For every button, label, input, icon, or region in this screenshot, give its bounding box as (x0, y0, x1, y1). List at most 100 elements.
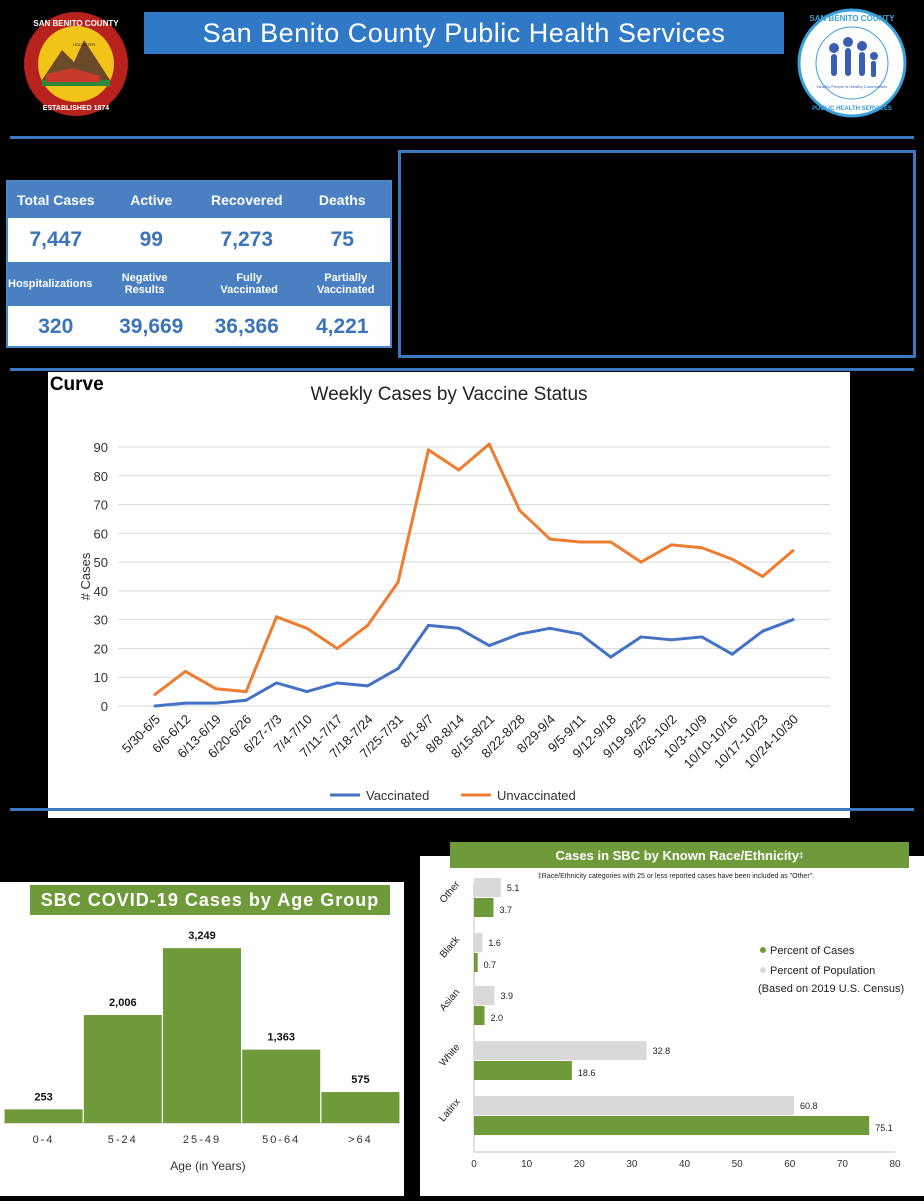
y-tick-label: 40 (94, 584, 108, 599)
svg-text:SAN BENITO COUNTY: SAN BENITO COUNTY (33, 19, 119, 28)
svg-text:Healthy People in Healthy Comm: Healthy People in Healthy Communities (817, 84, 887, 89)
cases-value-label: 0.7 (484, 960, 497, 970)
data-point (426, 448, 430, 452)
data-point (275, 681, 279, 685)
deaths-value: 75 (330, 228, 354, 251)
category-label: White (438, 1042, 463, 1069)
data-point (275, 615, 279, 619)
race-chart-title-marker: ‡ (799, 850, 804, 860)
data-point (214, 701, 218, 705)
data-point (305, 626, 309, 630)
race-chart-panel: ‡Race/Ethnicity categories with 25 or le… (420, 856, 924, 1196)
data-point (183, 701, 187, 705)
legend-swatch (760, 947, 766, 953)
x-tick-label: 25-49 (183, 1134, 221, 1146)
population-value-label: 3.9 (501, 991, 514, 1001)
partially-vaccinated-value: 4,221 (315, 315, 369, 338)
data-point (457, 468, 461, 472)
total-cases-value: 7,447 (29, 228, 83, 251)
y-tick-label: 20 (94, 641, 108, 656)
category-label: Latinx (437, 1097, 463, 1125)
legend-label: Unvaccinated (497, 788, 576, 803)
cases-value-label: 18.6 (578, 1068, 596, 1078)
data-point (244, 690, 248, 694)
age-group-bar-chart: 253 0-4 2,006 5-24 3,249 25-49 1,363 50-64 575 >6… (4, 930, 400, 1173)
population-value-label: 5.1 (507, 883, 520, 893)
case-summary-table: Total Cases Active Recovered Deaths 7,44… (6, 180, 392, 348)
x-tick-label: 0 (471, 1159, 477, 1170)
bar-value-label: 3,249 (188, 930, 216, 942)
summary-header-row: Total Cases Active Recovered Deaths (8, 182, 390, 218)
y-tick-label: 90 (94, 440, 108, 455)
y-axis-label: # Cases (78, 552, 93, 600)
bar-value-label: 1,363 (267, 1032, 295, 1044)
page-title: San Benito County Public Health Services (144, 12, 784, 54)
chart-footnote: ‡Race/Ethnicity categories with 25 or le… (538, 873, 814, 880)
x-axis-label: Age (in Years) (170, 1159, 245, 1173)
x-tick-label: 20 (574, 1159, 586, 1170)
data-point (700, 635, 704, 639)
race-chart-title: Cases in SBC by Known Race/Ethnicity ‡ (450, 842, 909, 868)
x-tick-label: 40 (679, 1159, 691, 1170)
y-tick-label: 0 (101, 699, 108, 714)
data-point (791, 549, 795, 553)
hospitalizations-value: 320 (38, 315, 74, 338)
divider (10, 136, 914, 139)
data-point (214, 687, 218, 691)
category-label: Other (438, 879, 463, 906)
svg-text:HOLLISTER: HOLLISTER (73, 42, 95, 47)
category-label: Asian (438, 987, 463, 1013)
public-health-services-logo: SAN BENITO COUNTY PUBLIC HEALTH SERVICES… (797, 8, 907, 118)
fully-vaccinated-label: Fully Vaccinated (220, 272, 278, 296)
x-tick-label: 60 (784, 1159, 796, 1170)
population-bar (474, 1041, 647, 1060)
legend-label: Vaccinated (366, 788, 429, 803)
data-point (639, 635, 643, 639)
data-point (730, 652, 734, 656)
data-point (183, 669, 187, 673)
cases-bar (474, 1061, 572, 1080)
data-point (487, 644, 491, 648)
negative-results-label: Negative Results (121, 272, 168, 296)
age-chart-panel: 253 0-4 2,006 5-24 3,249 25-49 1,363 50-64 575 >6… (0, 882, 404, 1196)
data-point (548, 537, 552, 541)
legend-note: (Based on 2019 U.S. Census) (758, 983, 904, 995)
data-point (396, 580, 400, 584)
x-tick-label: 50-64 (262, 1134, 300, 1146)
race-ethnicity-bar-chart: ‡Race/Ethnicity categories with 25 or le… (437, 873, 904, 1170)
y-tick-label: 30 (94, 613, 108, 628)
divider (10, 368, 914, 371)
age-bar (4, 1109, 83, 1123)
data-point (335, 681, 339, 685)
category-label: Black (438, 934, 463, 961)
bar-value-label: 2,006 (109, 997, 137, 1009)
fully-vaccinated-value: 36,366 (214, 315, 279, 338)
race-chart-title-text: Cases in SBC by Known Race/Ethnicity (555, 847, 799, 863)
population-bar (474, 878, 501, 897)
summary-values-row-2: 320 39,669 36,366 4,221 (8, 308, 390, 346)
data-point (669, 543, 673, 547)
x-tick-label: >64 (348, 1134, 373, 1146)
age-bar (163, 948, 241, 1123)
active-value: 99 (139, 228, 163, 251)
hospitalizations-label: Hospitalizations (8, 278, 93, 290)
data-point (761, 575, 765, 578)
data-point (609, 540, 613, 544)
svg-text:ESTABLISHED 1874: ESTABLISHED 1874 (43, 105, 109, 112)
data-point (305, 690, 309, 694)
cases-bar (474, 953, 478, 972)
data-point (518, 632, 522, 636)
data-point (153, 704, 157, 708)
population-bar (474, 933, 483, 952)
data-point (487, 442, 491, 446)
age-bar (83, 1015, 162, 1123)
deaths-label: Deaths (318, 192, 366, 208)
bar-value-label: 575 (351, 1074, 369, 1086)
series-line-unvaccinated (154, 442, 794, 696)
cases-bar (474, 1006, 485, 1025)
age-bar (321, 1092, 400, 1123)
legend-swatch (760, 967, 766, 973)
cases-value-label: 75.1 (875, 1123, 893, 1133)
y-tick-label: 80 (94, 469, 108, 484)
population-value-label: 60.8 (800, 1101, 818, 1111)
